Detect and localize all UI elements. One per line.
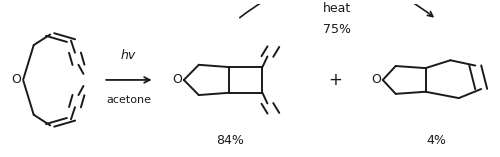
FancyArrowPatch shape bbox=[240, 0, 433, 18]
Text: 75%: 75% bbox=[323, 23, 351, 36]
Text: O: O bbox=[372, 73, 381, 87]
Text: O: O bbox=[172, 73, 182, 87]
Text: +: + bbox=[328, 71, 342, 89]
Text: heat: heat bbox=[323, 2, 351, 15]
Text: 84%: 84% bbox=[216, 134, 244, 147]
Text: hv: hv bbox=[121, 49, 136, 62]
Text: O: O bbox=[12, 73, 21, 87]
Text: acetone: acetone bbox=[106, 95, 151, 105]
Text: 4%: 4% bbox=[426, 134, 446, 147]
